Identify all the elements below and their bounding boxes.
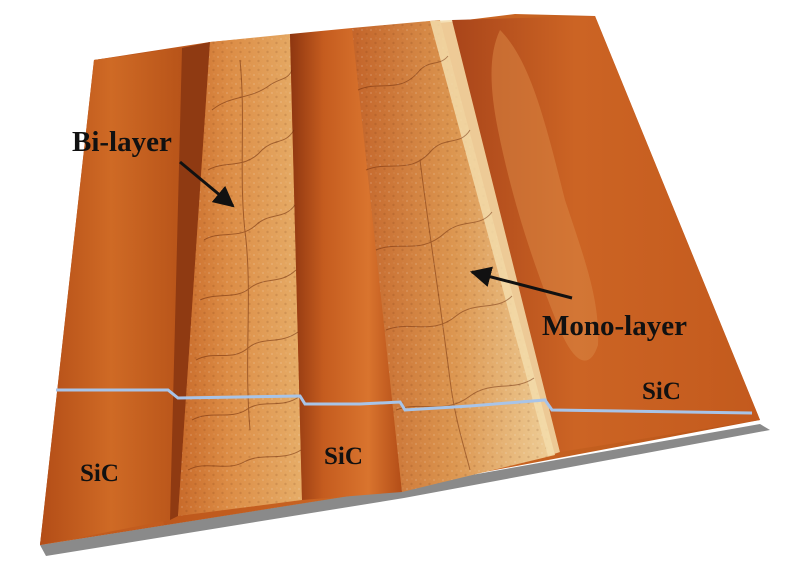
sic-label-left: SiC	[80, 460, 119, 487]
sic-label-middle: SiC	[324, 443, 363, 470]
graphene-island-right	[491, 30, 599, 361]
step-ridge-1	[170, 42, 210, 520]
bilayer-label: Bi-layer	[72, 126, 172, 158]
sic-label-right: SiC	[642, 378, 681, 405]
monolayer-label: Mono-layer	[542, 310, 687, 342]
profile-line	[56, 388, 753, 415]
bilayer-grain-boundaries	[187, 59, 302, 471]
monolayer-arrow	[469, 266, 573, 300]
monolayer-graphene-texture	[352, 20, 555, 492]
sic-trench-middle	[290, 28, 402, 500]
sic-terrace-left-face	[40, 48, 182, 545]
monolayer-grain-boundaries	[357, 55, 535, 471]
bilayer-arrow	[179, 160, 235, 208]
monolayer-step-edge	[430, 20, 560, 456]
